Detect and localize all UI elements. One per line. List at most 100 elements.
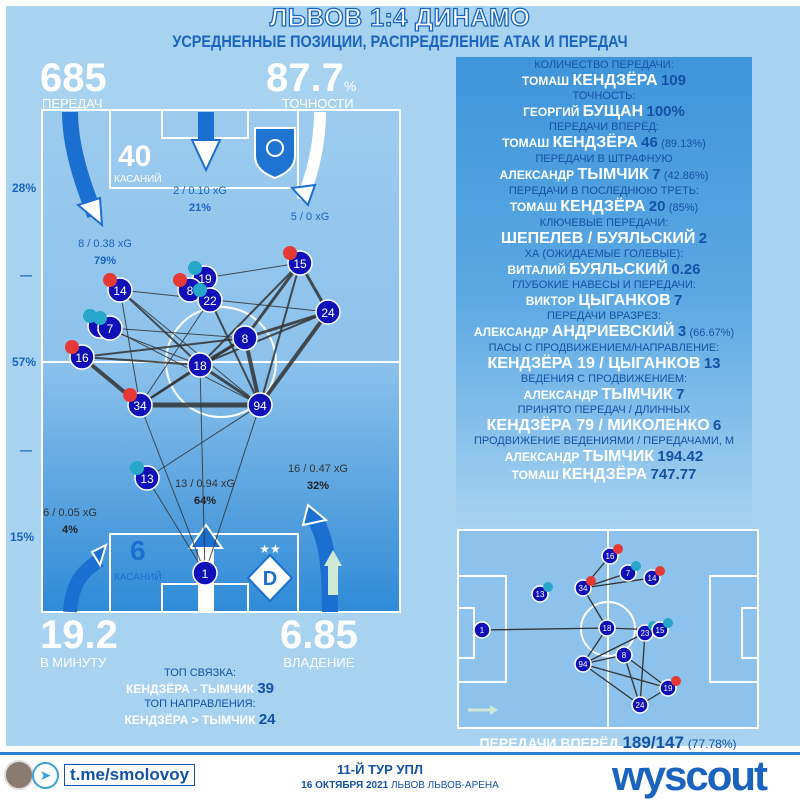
- progression-badge-icon: [65, 340, 79, 354]
- pass-link: [199, 364, 206, 574]
- stat-extra: (66.67%): [689, 327, 735, 339]
- lviv-crest-icon: [254, 127, 296, 180]
- forward-passes-value: 189/147: [622, 733, 683, 750]
- last-name: БУЯЛЬСКИЙ: [569, 261, 668, 278]
- progression-badge-icon: [655, 566, 665, 576]
- stat-leader: ТОМАШ КЕНДЗЁРА 46 (89.13%): [456, 134, 752, 153]
- first-name: ТОМАШ: [502, 136, 550, 150]
- forward-pass-link: [582, 577, 653, 589]
- arrow-icon: [190, 139, 222, 173]
- pass-link: [204, 262, 301, 279]
- attack-xg-label: 16 / 0.47 xG: [288, 463, 348, 475]
- player-node[interactable]: [232, 325, 258, 351]
- match-date: 16 ОКТЯБРЯ 2021: [301, 780, 389, 791]
- forward-pass-link: [582, 632, 646, 665]
- player-number: 16: [606, 552, 615, 561]
- player-node[interactable]: [473, 621, 491, 639]
- possession-label: ВЛАДЕНИЕ: [283, 655, 355, 670]
- last-name: КЕНДЗЁРА: [572, 72, 658, 89]
- player-number: 14: [648, 574, 657, 583]
- own-touches: 6: [130, 535, 146, 566]
- forward-pass-link: [623, 654, 669, 689]
- stat-value: 7: [673, 292, 683, 309]
- player-number: 19: [198, 272, 212, 286]
- stat-leader: ГЕОРГИЙ БУЩАН 100%: [456, 103, 752, 121]
- player-node[interactable]: [315, 299, 341, 325]
- player-number: 22: [203, 294, 217, 308]
- stat-leader: КЕНДЗЁРА 19 / ЦЫГАНКОВ 13: [456, 355, 752, 373]
- telegram-icon: ➤: [32, 762, 59, 789]
- top-direction: КЕНДЗЁРА > ТЫМЧИК: [124, 713, 256, 727]
- stat-leader: ТОМАШ КЕНДЗЁРА 20 (85%): [456, 198, 752, 217]
- avatar: [4, 760, 34, 790]
- forward-passes-pct: (77.78%): [688, 737, 737, 750]
- stat-value: 6: [713, 417, 722, 434]
- last-name: КЕНДЗЁРА: [560, 198, 646, 215]
- reverse-badge-icon: [130, 461, 144, 475]
- stat-value: 7: [652, 166, 661, 183]
- pass-link: [209, 299, 261, 406]
- telegram-link[interactable]: t.me/smolovoy: [64, 764, 196, 786]
- forward-passes-label: ПЕРЕДАЧИ ВПЕРЁД: [479, 735, 618, 750]
- stat-value: 100%: [646, 103, 685, 120]
- pass-link: [258, 310, 330, 407]
- player-number: 18: [603, 624, 612, 633]
- subtitle: УСРЕДНЕННЫЕ ПОЗИЦИИ, РАСПРЕДЕЛЕНИЕ АТАК …: [172, 32, 628, 51]
- first-name: ТОМАШ: [522, 74, 570, 88]
- stat-value: 20: [648, 198, 666, 215]
- pass-link: [139, 299, 211, 406]
- pass-link: [199, 311, 329, 366]
- player-number: 24: [636, 701, 645, 710]
- forward-pass-link: [639, 632, 646, 706]
- player-number: 13: [140, 472, 154, 486]
- player-node[interactable]: [247, 392, 273, 418]
- own-touches-label: КАСАНИЙ: [114, 570, 162, 583]
- average-positions-pitch: D ★★ 40 КАСАНИЙ 6 КАСАНИЙ 8 / 0.38 xG 79% 2…: [41, 109, 401, 613]
- pass-link: [119, 289, 201, 366]
- stat-label: ПАСЫ С ПРОДВИЖЕНИЕМ/НАПРАВЛЕНИЕ:: [488, 342, 720, 354]
- stat-leader: АЛЕКСАНДР ТЫМЧИК 194.42: [456, 448, 752, 466]
- player-node[interactable]: [187, 352, 213, 378]
- stat-label: ПРОДВИЖЕНИЕ ВЕДЕНИЯМИ / ПЕРЕДАЧАМИ, М: [473, 435, 735, 447]
- passes-count: 685: [40, 56, 107, 100]
- pass-link: [146, 404, 261, 479]
- dynamo-crest-icon: D ★★: [246, 542, 294, 603]
- last-name: КЕНДЗЁРА: [552, 134, 638, 151]
- player-node[interactable]: [574, 655, 592, 673]
- player-node[interactable]: [631, 696, 649, 714]
- pass-link: [119, 289, 141, 406]
- top-direction-label: ТОП НАПРАВЛЕНИЯ:: [144, 698, 256, 710]
- player-number: 24: [321, 306, 335, 320]
- pass-link: [204, 404, 261, 574]
- stat-label: ГЛУБОКИЕ НАВЕСЫ И ПЕРЕДАЧИ:: [512, 279, 696, 291]
- player-number: 8: [622, 651, 627, 660]
- svg-text:D: D: [263, 568, 277, 590]
- accuracy-value: 87.7: [266, 56, 344, 100]
- side-label: 28%: [12, 181, 37, 195]
- reverse-badge-icon: [93, 311, 107, 325]
- side-label: 15%: [10, 530, 35, 544]
- leaders-panel: КОЛИЧЕСТВО ПЕРЕДАЧИ: ТОМАШ КЕНДЗЁРА 109 ТО…: [456, 57, 752, 527]
- player-node[interactable]: [598, 619, 616, 637]
- stat-extra: (85%): [668, 202, 699, 214]
- last-name: БУЩАН: [582, 103, 644, 120]
- player-number: 18: [193, 359, 207, 373]
- player-node[interactable]: [615, 646, 633, 664]
- last-name: ТЫМЧИК: [577, 166, 649, 183]
- arrow-icon: [324, 550, 342, 566]
- attack-xg-label: 8 / 0.38 xG: [78, 238, 132, 250]
- last-name: КЕНДЗЁРА 79 / МИКОЛЕНКО: [486, 417, 710, 434]
- svg-text:★★: ★★: [259, 542, 281, 556]
- player-number: 8: [187, 284, 194, 298]
- last-name: ТЫМЧИК: [601, 386, 673, 403]
- stat-leader: ТОМАШ КЕНДЗЁРА 747.77: [456, 466, 752, 484]
- top-direction-value: 24: [258, 711, 276, 728]
- first-name: ВИКТОР: [525, 294, 575, 308]
- player-number: 94: [253, 399, 267, 413]
- stat-leader: КЕНДЗЁРА 79 / МИКОЛЕНКО 6: [456, 417, 752, 435]
- player-node[interactable]: [192, 560, 218, 586]
- match-title: ЛЬВОВ 1:4 ДИНАМО: [269, 3, 531, 32]
- player-number: 94: [579, 660, 588, 669]
- progression-badge-icon: [103, 273, 117, 287]
- reverse-badge-icon: [188, 261, 202, 275]
